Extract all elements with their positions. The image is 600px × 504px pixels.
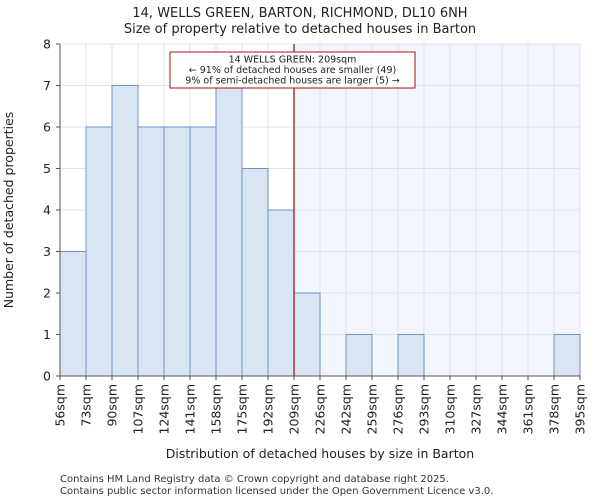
x-tick-label: 276sqm bbox=[391, 384, 406, 434]
x-axis-label: Distribution of detached houses by size … bbox=[166, 446, 474, 461]
bar-192sqm bbox=[267, 209, 295, 377]
x-tick-label: 209sqm bbox=[287, 384, 302, 434]
annotation-box bbox=[169, 51, 416, 89]
annotation-line-2: ← 91% of detached houses are smaller (49… bbox=[189, 65, 396, 76]
bar-124sqm bbox=[163, 126, 191, 377]
bar-73sqm bbox=[85, 126, 113, 377]
footer-line-2: Contains public sector information licen… bbox=[60, 486, 493, 497]
plot-area: 0 1 2 3 4 5 6 7 8 56sqm 73sqm 90sqm 107sqm 124sqm 141s… bbox=[43, 37, 587, 435]
y-tick-label: 7 bbox=[43, 78, 51, 93]
bar-56sqm bbox=[59, 251, 87, 377]
x-tick-label: 141sqm bbox=[183, 384, 198, 434]
y-tick-label: 3 bbox=[43, 244, 51, 259]
chart-title-line-2: Size of property relative to detached ho… bbox=[124, 22, 476, 37]
x-tick-label: 310sqm bbox=[443, 384, 458, 434]
x-tick-label: 242sqm bbox=[339, 384, 354, 434]
bar-141sqm bbox=[189, 126, 217, 377]
bar-158sqm bbox=[215, 85, 243, 377]
y-tick-label: 4 bbox=[43, 203, 51, 218]
x-tick-label: 158sqm bbox=[209, 384, 224, 434]
x-tick-label: 259sqm bbox=[365, 384, 380, 434]
x-tick-label: 226sqm bbox=[313, 384, 328, 434]
y-tick-label: 5 bbox=[43, 161, 51, 176]
y-tick-label: 0 bbox=[43, 369, 51, 384]
y-tick-label: 2 bbox=[43, 286, 51, 301]
x-tick-label: 293sqm bbox=[417, 384, 432, 434]
bar-175sqm bbox=[241, 168, 269, 377]
annotation-line-3: 9% of semi-detached houses are larger (5… bbox=[185, 76, 399, 87]
x-tick-label: 73sqm bbox=[79, 384, 94, 427]
chart-title-line-1: 14, WELLS GREEN, BARTON, RICHMOND, DL10 … bbox=[132, 6, 467, 21]
bar-378sqm bbox=[553, 334, 581, 377]
x-tick-label: 90sqm bbox=[105, 384, 120, 427]
footer-line-1: Contains HM Land Registry data © Crown c… bbox=[60, 474, 449, 485]
x-tick-label: 175sqm bbox=[235, 384, 250, 434]
x-tick-label: 361sqm bbox=[521, 384, 536, 434]
y-tick-label: 8 bbox=[43, 37, 51, 52]
bar-107sqm bbox=[137, 126, 165, 377]
y-tick-label: 1 bbox=[43, 327, 51, 342]
y-axis-label: Number of detached properties bbox=[1, 112, 16, 309]
x-tick-label: 344sqm bbox=[495, 384, 510, 434]
bar-276sqm bbox=[397, 334, 425, 377]
bar-90sqm bbox=[111, 85, 139, 377]
bar-242sqm bbox=[345, 334, 373, 377]
x-tick-label: 107sqm bbox=[131, 384, 146, 434]
x-tick-label: 192sqm bbox=[261, 384, 276, 434]
y-tick-label: 6 bbox=[43, 120, 51, 135]
x-tick-label: 395sqm bbox=[573, 384, 588, 434]
x-tick-label: 378sqm bbox=[547, 384, 562, 434]
annotation-line-1: 14 WELLS GREEN: 209sqm bbox=[229, 55, 357, 66]
x-tick-label: 327sqm bbox=[469, 384, 484, 434]
bar-209sqm bbox=[293, 292, 321, 377]
x-tick-label: 56sqm bbox=[53, 384, 68, 427]
x-tick-label: 124sqm bbox=[157, 384, 172, 434]
